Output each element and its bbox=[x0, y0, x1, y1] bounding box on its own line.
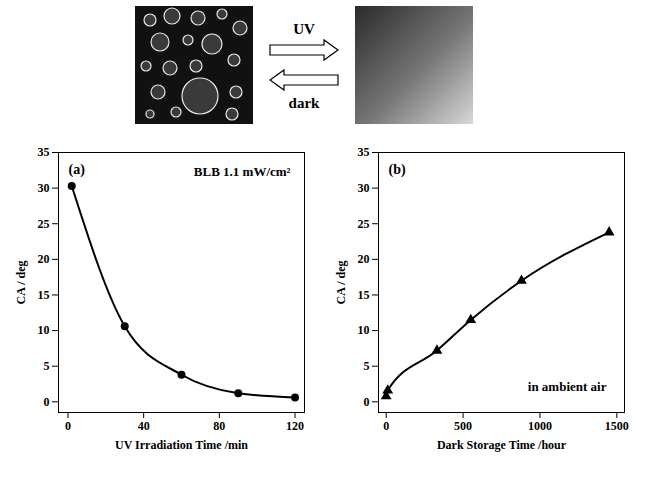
svg-text:in ambient air: in ambient air bbox=[528, 379, 607, 394]
svg-text:Dark Storage Time /hour: Dark Storage Time /hour bbox=[437, 438, 567, 452]
svg-text:BLB 1.1 mW/cm²: BLB 1.1 mW/cm² bbox=[194, 164, 291, 179]
svg-text:10: 10 bbox=[38, 323, 50, 337]
svg-text:1500: 1500 bbox=[605, 419, 629, 433]
svg-text:(a): (a) bbox=[69, 162, 86, 178]
svg-text:25: 25 bbox=[358, 217, 370, 231]
svg-text:0: 0 bbox=[364, 395, 370, 409]
svg-text:25: 25 bbox=[38, 217, 50, 231]
svg-text:15: 15 bbox=[38, 288, 50, 302]
svg-text:30: 30 bbox=[358, 181, 370, 195]
svg-text:(b): (b) bbox=[389, 162, 406, 178]
svg-text:20: 20 bbox=[358, 252, 370, 266]
svg-text:30: 30 bbox=[38, 181, 50, 195]
svg-text:80: 80 bbox=[213, 419, 225, 433]
svg-text:dark: dark bbox=[289, 95, 321, 111]
svg-text:35: 35 bbox=[358, 145, 370, 159]
svg-text:CA / deg: CA / deg bbox=[334, 260, 348, 304]
svg-text:500: 500 bbox=[454, 419, 472, 433]
svg-text:10: 10 bbox=[358, 323, 370, 337]
svg-text:1000: 1000 bbox=[528, 419, 552, 433]
svg-text:15: 15 bbox=[358, 288, 370, 302]
svg-text:0: 0 bbox=[383, 419, 389, 433]
svg-text:40: 40 bbox=[138, 419, 150, 433]
svg-text:UV Irradiation Time /min: UV Irradiation Time /min bbox=[115, 438, 248, 452]
svg-text:UV: UV bbox=[293, 21, 315, 37]
svg-text:20: 20 bbox=[38, 252, 50, 266]
svg-text:CA / deg: CA / deg bbox=[14, 260, 28, 304]
svg-text:5: 5 bbox=[44, 359, 50, 373]
svg-text:0: 0 bbox=[44, 395, 50, 409]
svg-text:120: 120 bbox=[286, 419, 304, 433]
svg-text:5: 5 bbox=[364, 359, 370, 373]
svg-text:35: 35 bbox=[38, 145, 50, 159]
svg-text:0: 0 bbox=[65, 419, 71, 433]
